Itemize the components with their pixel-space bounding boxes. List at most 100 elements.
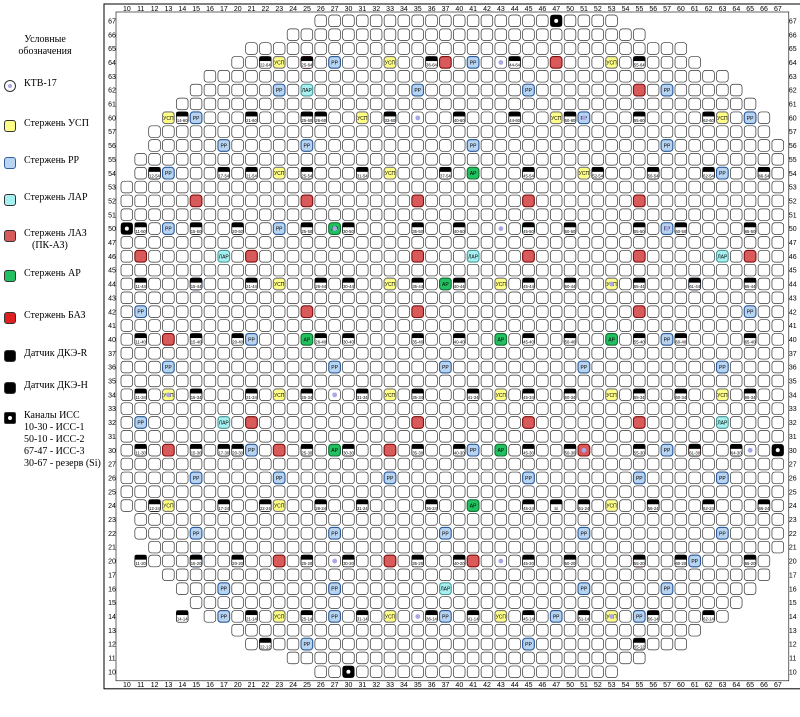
cell (633, 527, 646, 540)
cell (300, 42, 314, 55)
cell (619, 167, 632, 180)
cell (342, 416, 355, 429)
rod-usp (272, 277, 286, 291)
cell (660, 42, 674, 55)
cell (148, 263, 161, 277)
cell (245, 263, 258, 277)
cell (757, 194, 771, 208)
cell (730, 527, 743, 540)
cell (148, 139, 161, 152)
cell (771, 263, 784, 277)
cell (660, 236, 674, 249)
cell (494, 347, 507, 360)
ktv-marker (498, 558, 504, 564)
rod-label: РР (747, 310, 754, 316)
cell (674, 277, 687, 291)
cell (660, 167, 674, 180)
x-tick-label-top: 51 (580, 6, 588, 13)
cell (480, 111, 494, 124)
cell (522, 139, 535, 152)
cell (660, 388, 674, 401)
cell (383, 83, 397, 97)
rod-lar (466, 249, 480, 263)
cell (563, 139, 577, 152)
cell (577, 540, 591, 554)
cell (397, 42, 410, 55)
cell (259, 471, 272, 485)
rod-label: РР (719, 531, 726, 537)
cell (286, 250, 300, 263)
cell (369, 665, 383, 678)
cell (508, 360, 521, 374)
cell (522, 540, 535, 554)
x-tick-label-bottom: 27 (331, 682, 339, 689)
cell (716, 236, 729, 249)
dke-cell-label: 15-50 (191, 229, 202, 234)
cell (189, 430, 203, 443)
rod-rr (272, 222, 286, 235)
cell (563, 374, 577, 388)
cell (577, 305, 591, 318)
cell (757, 457, 771, 471)
dke-cell-band (314, 111, 327, 117)
dke-cell-label: 25-14 (302, 617, 313, 622)
cell (425, 568, 438, 581)
cell (633, 499, 646, 512)
cell (120, 319, 133, 332)
cell (134, 194, 147, 208)
cell (563, 70, 577, 83)
cell (633, 125, 646, 138)
x-tick-label-bottom: 42 (483, 682, 491, 689)
cell (356, 568, 369, 581)
cell (439, 333, 452, 346)
cell (231, 347, 244, 360)
x-tick-label-top: 11 (137, 6, 144, 13)
cell (660, 125, 674, 138)
rod-rr (715, 526, 729, 540)
cell (342, 624, 355, 637)
cell (522, 624, 535, 637)
cell (591, 56, 604, 69)
dke-cell-band (675, 555, 687, 560)
cell (757, 554, 771, 568)
cell (231, 624, 244, 637)
cell (383, 180, 397, 194)
cell (646, 471, 660, 485)
x-tick-label-bottom: 21 (248, 682, 256, 689)
cell (369, 582, 383, 595)
cell (148, 527, 161, 540)
cell (217, 111, 230, 124)
cell (536, 277, 549, 291)
cell (466, 83, 480, 97)
cell (342, 499, 355, 512)
cell (134, 402, 147, 415)
cell (273, 125, 286, 138)
rod-usp (383, 55, 397, 69)
cell (259, 70, 272, 83)
rod-usp (577, 166, 591, 180)
dke-cell-band (301, 444, 313, 449)
cell (383, 527, 397, 540)
cell (646, 374, 660, 388)
cell (591, 153, 604, 166)
ktv-marker (609, 281, 615, 287)
cell (217, 513, 230, 526)
cell (314, 180, 327, 194)
cell (633, 568, 646, 581)
cell (273, 374, 286, 388)
cell (563, 14, 577, 27)
cell (314, 305, 327, 318)
cell (646, 568, 660, 581)
cell (522, 430, 535, 443)
cell (605, 554, 618, 568)
cell (730, 305, 743, 318)
x-tick-label-top: 42 (483, 6, 491, 13)
cell (674, 596, 687, 609)
x-tick-label-top: 43 (497, 6, 505, 13)
rod-label: РР (304, 642, 311, 648)
cell (231, 319, 244, 332)
cell (425, 139, 438, 152)
cell (259, 554, 272, 568)
rod-usp (383, 609, 397, 623)
